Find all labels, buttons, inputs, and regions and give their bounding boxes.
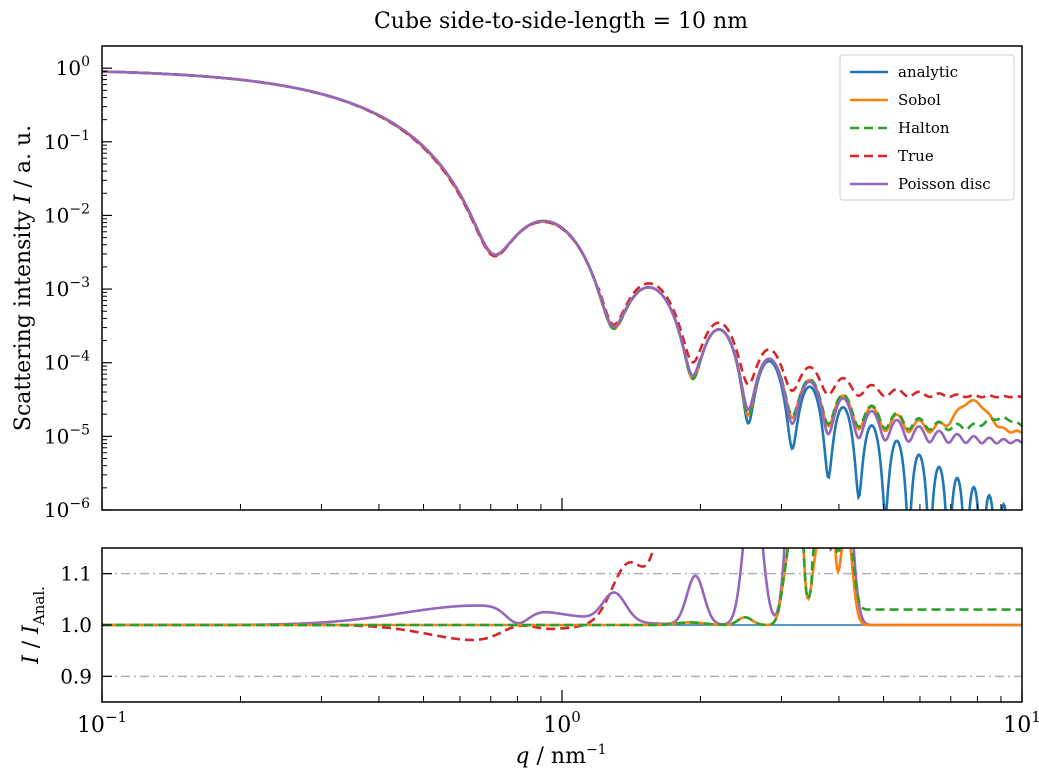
upper-y-tick-label: 10−3	[44, 275, 90, 301]
legend-label: analytic	[898, 63, 958, 81]
lower-y-label-var2: I	[19, 624, 44, 635]
x-axis-label: q / nm−1	[515, 742, 606, 769]
lower-y-tick-label: 1.0	[60, 613, 92, 637]
upper-y-tick-label: 10−2	[44, 201, 90, 227]
upper-y-tick-label: 10−6	[44, 496, 90, 522]
upper-y-axis-label: Scattering intensity I / a. u.	[11, 125, 36, 431]
series-line-poisson-disc	[102, 70, 1022, 445]
legend-box	[839, 54, 1015, 201]
x-tick-label: 10−1	[77, 708, 127, 738]
lower-panel: 1.1 1.0 0.9 10−1 100 101	[60, 547, 1039, 738]
lower-x-axis: 10−1 100 101	[77, 690, 1039, 738]
chart-title: Cube side-to-side-length = 10 nm	[374, 9, 748, 34]
upper-y-tick-label: 10−1	[44, 128, 90, 154]
ratio-line-sobol	[102, 548, 1022, 627]
lower-y-tick-label: 0.9	[60, 664, 92, 688]
lower-y-tick-label: 1.1	[60, 562, 92, 586]
lower-y-label-sep: /	[19, 634, 44, 655]
lower-y-label-sub: Anal.	[30, 586, 48, 626]
x-label-var: q	[515, 744, 529, 769]
upper-y-label-text: Scattering intensity	[11, 203, 36, 431]
upper-y-label-var: I	[11, 193, 36, 204]
ratio-line-true	[102, 548, 655, 642]
lower-y-label-var: I	[19, 654, 44, 665]
legend-label: Halton	[898, 119, 950, 137]
lower-y-axis: 1.1 1.0 0.9	[60, 562, 112, 688]
legend: analytic Sobol Halton True Poisson disc	[839, 54, 1015, 201]
upper-panel: 100 10−1 10−2 10−3 10−4 10−5 10−6 analytic Sobo…	[44, 45, 1023, 522]
upper-y-axis: 100 10−1 10−2 10−3 10−4 10−5 10−6	[44, 54, 112, 522]
upper-plot-area	[102, 70, 1022, 510]
lower-plot-area	[102, 548, 1022, 678]
upper-y-tick-label: 100	[56, 54, 90, 80]
legend-label: True	[898, 147, 934, 165]
legend-label: Sobol	[898, 91, 941, 109]
upper-y-tick-label: 10−4	[44, 349, 90, 375]
x-tick-label: 100	[543, 708, 581, 738]
legend-label: Poisson disc	[898, 175, 991, 193]
x-label-unit: / nm	[530, 744, 587, 769]
x-tick-label: 101	[1003, 708, 1039, 738]
upper-y-tick-label: 10−5	[44, 422, 90, 448]
x-label-exp: −1	[586, 742, 607, 758]
upper-x-ticks	[101, 498, 1023, 510]
lower-y-axis-label: I / IAnal.	[19, 586, 48, 665]
upper-y-label-unit: / a. u.	[11, 125, 36, 195]
ratio-line-halton	[102, 548, 1022, 627]
